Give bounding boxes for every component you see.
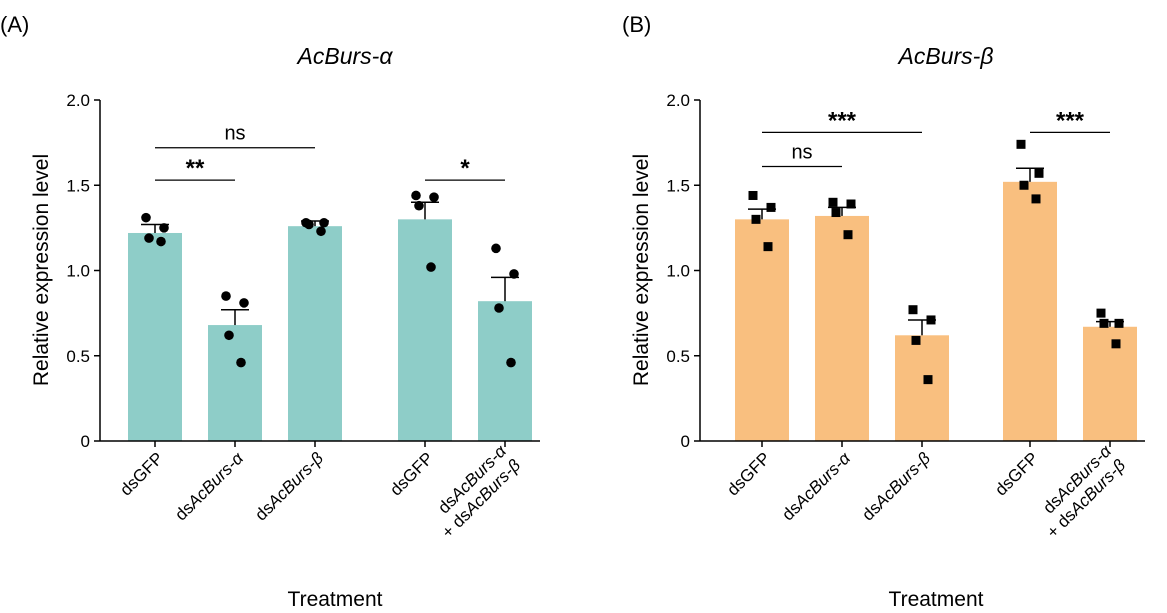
- category-label: dsAcBurs-α+ dsAcBurs-β: [1039, 441, 1129, 542]
- category-main: AcBurs-α: [790, 448, 855, 513]
- panel-label: (A): [0, 12, 29, 37]
- bar: [478, 301, 532, 441]
- data-point: [144, 233, 154, 243]
- data-point: [766, 202, 776, 212]
- y-tick-label: 0.5: [66, 347, 90, 366]
- data-point: [494, 303, 504, 313]
- y-tick-label: 2.0: [666, 91, 690, 110]
- bar: [815, 215, 869, 441]
- significance-label: **: [186, 155, 205, 182]
- category-label-text: dsAcBurs-α: [171, 448, 248, 525]
- category-label: dsAcBurs-α: [778, 448, 855, 525]
- bar: [398, 219, 452, 441]
- category-label: dsAcBurs-α: [171, 448, 248, 525]
- data-point: [843, 230, 853, 240]
- category-label-text: dsAcBurs-β: [858, 448, 934, 524]
- bar: [1003, 181, 1057, 441]
- data-point: [221, 291, 231, 301]
- category-main: AcBurs-β: [870, 448, 934, 512]
- bar: [895, 335, 949, 441]
- x-axis-label: Treatment: [288, 588, 383, 611]
- category-label: dsAcBurs-α+ dsAcBurs-β: [434, 441, 524, 542]
- data-point: [763, 242, 773, 252]
- data-point: [1019, 180, 1029, 190]
- data-point: [414, 200, 424, 211]
- category-main: AcBurs-α: [183, 448, 248, 513]
- x-axis-label: Treatment: [889, 588, 984, 611]
- data-point: [239, 298, 249, 308]
- category-label: dsGFP: [991, 449, 1042, 500]
- category-label: dsAcBurs-β: [858, 448, 934, 524]
- data-point: [846, 199, 856, 209]
- chart-panel-a: (A) AcBurs-α Relative expression level Trea…: [0, 12, 540, 611]
- data-point: [1096, 308, 1106, 318]
- bar: [288, 226, 342, 441]
- data-point: [1016, 139, 1026, 149]
- data-point: [923, 375, 933, 385]
- panel-label: (B): [622, 12, 651, 37]
- data-point: [1099, 318, 1109, 328]
- significance-label: ***: [828, 107, 857, 134]
- y-tick-label: 1.5: [66, 176, 90, 195]
- category-label-text: dsAcBurs-α: [778, 448, 855, 525]
- data-point: [926, 315, 936, 325]
- data-point: [748, 190, 758, 200]
- bar: [1083, 326, 1137, 441]
- y-tick-label: 0: [681, 432, 690, 451]
- y-axis-label: Relative expression level: [30, 154, 53, 386]
- bar: [735, 219, 789, 441]
- data-point: [236, 357, 246, 368]
- data-point: [304, 219, 314, 230]
- significance-label: ***: [1056, 107, 1085, 134]
- y-tick-label: 2.0: [66, 91, 90, 110]
- significance-label: ns: [224, 123, 245, 145]
- significance-label: ns: [791, 141, 812, 163]
- y-tick-label: 0: [81, 432, 90, 451]
- data-point: [509, 269, 519, 279]
- data-point: [319, 217, 329, 228]
- chart-panel-b: (B) AcBurs-β Relative expression level Trea…: [622, 12, 1145, 611]
- data-point: [911, 335, 921, 345]
- data-point: [141, 212, 151, 223]
- category-main: AcBurs-β: [263, 448, 327, 512]
- data-point: [831, 208, 841, 218]
- data-point: [159, 223, 169, 233]
- y-tick-label: 1.5: [666, 176, 690, 195]
- bar: [128, 232, 182, 441]
- data-point: [506, 357, 516, 368]
- data-point: [426, 262, 436, 272]
- data-point: [1114, 318, 1124, 328]
- category-label-text: dsGFP: [723, 449, 774, 500]
- significance-label: *: [460, 155, 470, 182]
- chart-title: AcBurs-α: [296, 43, 394, 69]
- data-point: [1111, 339, 1121, 349]
- category-label-text: dsGFP: [116, 449, 167, 500]
- data-point: [316, 226, 326, 237]
- y-tick-label: 1.0: [66, 262, 90, 281]
- category-label: dsAcBurs-β: [251, 448, 327, 524]
- category-label-text: dsGFP: [386, 449, 437, 500]
- category-label-text: dsGFP: [991, 449, 1042, 500]
- data-point: [491, 243, 501, 254]
- data-point: [1031, 194, 1041, 204]
- category-label: dsGFP: [723, 449, 774, 500]
- data-point: [224, 330, 234, 341]
- data-point: [908, 305, 918, 315]
- data-point: [156, 236, 166, 247]
- data-point: [1034, 168, 1044, 178]
- category-label: dsGFP: [386, 449, 437, 500]
- category-label: dsGFP: [116, 449, 167, 500]
- category-label-text: dsAcBurs-β: [251, 448, 327, 524]
- y-tick-label: 0.5: [666, 347, 690, 366]
- bar: [208, 325, 262, 441]
- data-point: [429, 192, 439, 202]
- data-point: [751, 214, 761, 224]
- y-tick-label: 1.0: [666, 262, 690, 281]
- data-point: [828, 197, 838, 207]
- chart-title: AcBurs-β: [897, 43, 994, 69]
- data-point: [411, 190, 421, 201]
- y-axis-label: Relative expression level: [630, 154, 653, 386]
